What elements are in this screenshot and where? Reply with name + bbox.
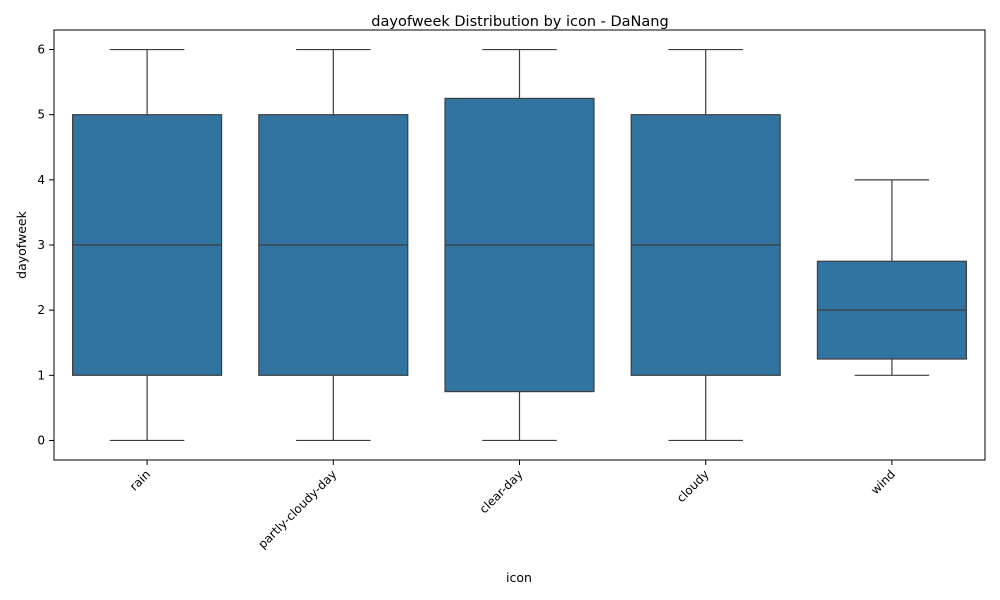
x-tick-label-clear-day: clear-day [477, 467, 526, 516]
x-tick-label-cloudy: cloudy [674, 467, 712, 505]
x-axis: rain partly-cloudy-day clear-day cloudy wind [127, 460, 898, 551]
x-tick-label-wind: wind [868, 467, 898, 497]
y-tick-label: 6 [37, 43, 45, 57]
box-wind [816, 179, 967, 376]
x-tick-label-rain: rain [127, 467, 153, 493]
y-axis-label: dayofweek [14, 210, 29, 278]
y-tick-label: 0 [37, 433, 45, 447]
plot-area [72, 48, 967, 442]
x-axis-label: icon [506, 570, 532, 585]
box-clear-day [444, 48, 595, 442]
x-tick-label-partly-cloudy-day: partly-cloudy-day [255, 467, 339, 551]
y-tick-label: 5 [37, 108, 45, 122]
y-tick-label: 4 [37, 173, 45, 187]
box-rain [72, 48, 223, 442]
y-tick-label: 2 [37, 303, 45, 317]
y-tick-label: 1 [37, 368, 45, 382]
y-tick-label: 3 [37, 238, 45, 252]
chart-title: dayofweek Distribution by icon - DaNang [371, 14, 668, 30]
box-cloudy [630, 48, 781, 442]
y-axis: 0 1 2 3 4 5 6 [37, 43, 54, 447]
box-partly-cloudy-day [258, 48, 409, 442]
